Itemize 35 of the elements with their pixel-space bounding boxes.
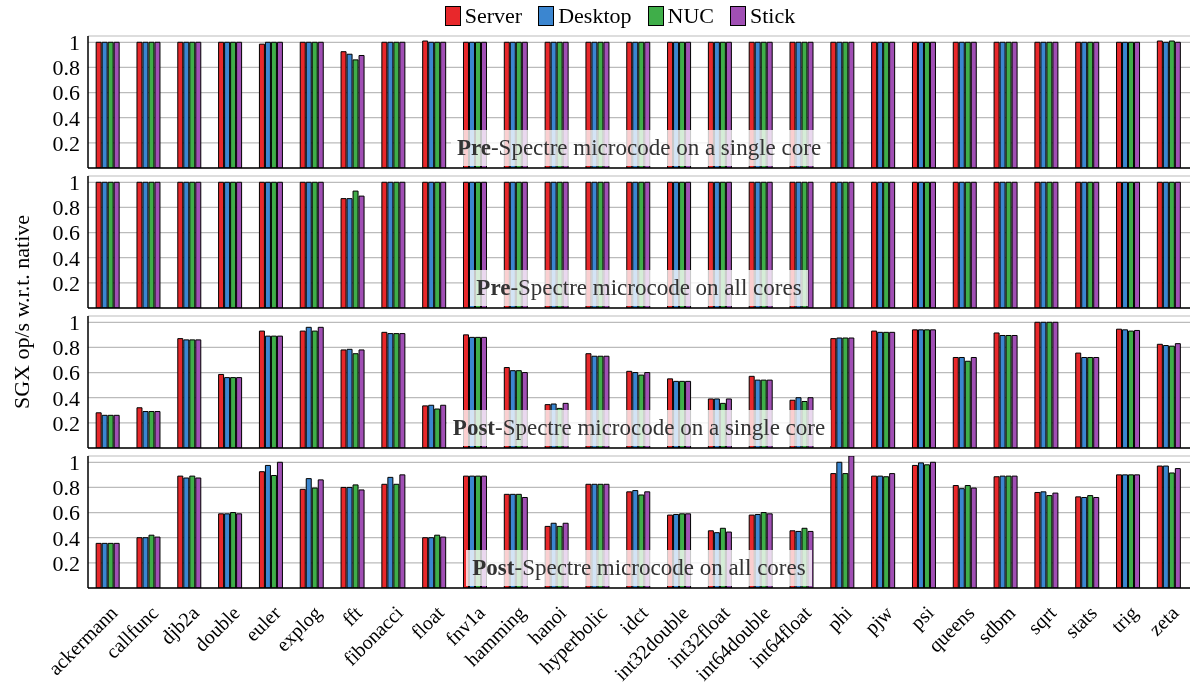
x-tick-label: zeta [1144, 601, 1183, 640]
y-tick-label: 0.6 [52, 360, 80, 386]
y-tick-label: 1 [69, 450, 80, 476]
y-tick-label: 0.4 [52, 525, 80, 551]
y-tick-label: 1 [69, 30, 80, 56]
x-tick-label: trig [1106, 601, 1143, 638]
y-tick-label: 0.4 [52, 385, 80, 411]
text: Pre-Spectre microcode on all cores [476, 275, 802, 300]
y-tick-label: 0.8 [52, 475, 80, 501]
legend-label: NUC [667, 3, 714, 29]
y-tick-label: 0.6 [52, 500, 80, 526]
y-tick-label: 1 [69, 310, 80, 336]
y-tick-label: 0.4 [52, 245, 80, 271]
text: Pre-Spectre microcode on a single core [456, 135, 822, 160]
y-tick-label: 0.2 [52, 550, 80, 576]
x-tick-label: stats [1060, 601, 1102, 643]
legend-label: Server [464, 3, 523, 29]
y-tick-label: 0.2 [52, 410, 80, 436]
y-tick-label: 0.8 [52, 55, 80, 81]
y-axis-title: SGX op/s w.r.t. native [9, 214, 35, 410]
y-tick-label: 0.6 [52, 80, 80, 106]
y-tick-label: 0.2 [52, 130, 80, 156]
x-tick-label: sqrt [1023, 601, 1062, 639]
y-tick-label: 0.8 [52, 335, 80, 361]
x-tick-label: phi [822, 601, 858, 636]
y-tick-label: 0.4 [52, 105, 80, 131]
x-tick-label: pjw [860, 601, 898, 639]
y-tick-label: 0.2 [52, 270, 80, 296]
text: Post-Spectre microcode on a single core [452, 415, 826, 440]
y-tick-label: 0.8 [52, 195, 80, 221]
legend-label: Desktop [558, 3, 632, 29]
y-tick-label: 0.6 [52, 220, 80, 246]
y-tick-label: 1 [69, 170, 80, 196]
text: Post-Spectre microcode on all cores [472, 555, 806, 580]
legend-label: Stick [749, 3, 796, 29]
